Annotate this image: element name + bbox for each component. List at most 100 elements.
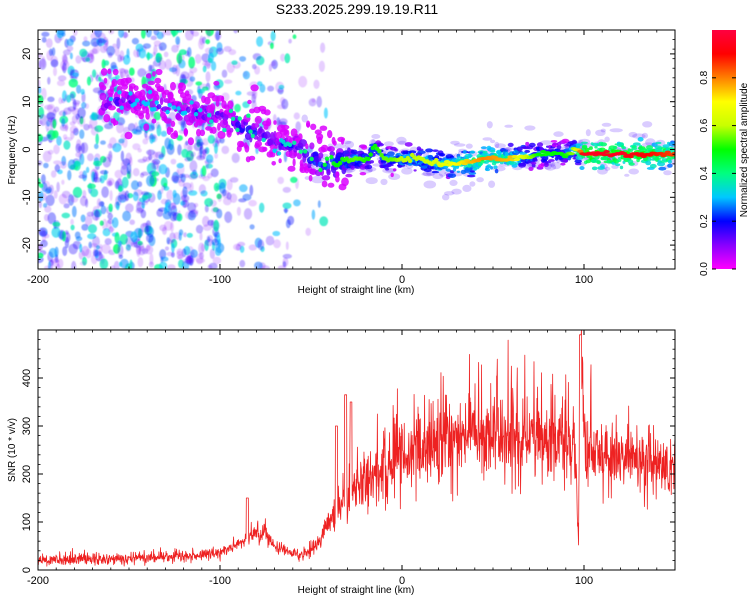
spectrogram-noise-blob (61, 118, 66, 127)
spectrogram-noise-blob (151, 171, 160, 177)
spectrogram-noise-blob (206, 235, 214, 242)
spectrogram-ridge-core-blob (324, 156, 330, 161)
spectrogram-ridge-blob (154, 77, 162, 84)
spectrogram-noise-blob (198, 174, 207, 179)
snr-line (38, 330, 675, 567)
spectrogram-ridge-blob (455, 165, 460, 169)
spectrogram-ridge-blob (170, 127, 174, 133)
spectrogram-ridge-blob (173, 130, 178, 138)
spectrogram-ridge-blob (473, 168, 477, 171)
spectrogram-noise-blob (98, 244, 103, 249)
spectrogram-ridge-blob (244, 144, 250, 153)
spectrogram-noise-blob (242, 193, 252, 201)
spectrogram-ridge-blob (138, 112, 145, 120)
spectrogram-noise-blob (204, 47, 214, 54)
chart-title: S233.2025.299.19.19.R11 (276, 1, 439, 17)
spectrogram-noise-blob (202, 215, 210, 227)
spectrogram-ridge-blob (503, 149, 508, 152)
spectrogram-ridge-blob (318, 152, 324, 159)
spectrogram-noise-blob (189, 160, 198, 172)
spectrogram-noise-blob (119, 68, 126, 79)
spectrogram-noise-blob (167, 264, 176, 269)
spectrogram-noise-blob (52, 130, 59, 139)
spectrogram-ridge-core-blob (228, 108, 234, 114)
spectrogram-noise-blob (52, 221, 61, 227)
spectrogram-ridge-blob (248, 155, 256, 161)
spectrogram-ridge-blob (594, 155, 600, 160)
spectrogram-noise-blob (217, 193, 222, 202)
spectrogram-ridge-blob (99, 92, 107, 101)
spectrogram-noise-blob (146, 51, 150, 61)
spectrogram-noise-blob (199, 35, 204, 46)
spectrogram-noise-blob (265, 235, 275, 246)
spectrogram-ridge-blob (656, 161, 666, 167)
spectrogram-noise-blob (75, 55, 82, 64)
spectrogram-ridge-blob (612, 145, 618, 150)
spectrogram-noise-blob (79, 261, 87, 266)
spectrogram-noise-blob (292, 34, 297, 39)
spectrogram-noise-blob (38, 252, 44, 259)
spectrogram-noise-blob (285, 241, 289, 250)
spectrogram-noise-blob (288, 38, 292, 44)
spectrogram-ridge-core-blob (248, 129, 253, 134)
spectrogram-noise-blob (132, 168, 140, 177)
spectrogram-noise-blob (160, 130, 167, 137)
colorbar-label: Normalized spectral amplitude (739, 82, 750, 217)
spectrogram-ridge-blob (192, 101, 200, 109)
colorbar-gradient (712, 30, 736, 269)
spectrogram-noise-blob (122, 210, 131, 222)
spectrogram-haze-blob (551, 161, 562, 170)
spectrogram-noise-blob (287, 215, 295, 226)
spectrogram-noise-blob (61, 190, 71, 199)
spectrogram-noise-blob (189, 182, 194, 193)
spectrogram-ridge-blob (387, 151, 395, 157)
spectrogram-noise-blob (186, 232, 193, 238)
spectrogram-ridge-blob (217, 130, 226, 139)
spectrogram-noise-blob (153, 111, 161, 121)
spectrogram-ridge-blob (561, 138, 570, 144)
spectrogram-noise-blob (38, 228, 46, 236)
spectrogram-ridge-blob (571, 140, 578, 145)
spectrogram-ridge-blob (588, 146, 593, 151)
spectrogram-noise-blob (319, 216, 329, 227)
spectrogram-noise-blob (226, 179, 233, 191)
spectrogram-noise-blob (125, 236, 134, 248)
spectrogram-haze-blob (494, 143, 506, 149)
spectrogram-ridge-blob (548, 159, 555, 162)
spectrogram-ridge-blob (298, 139, 308, 147)
spectrogram-ridge-blob (113, 120, 119, 126)
spectrogram-ridge-blob (178, 82, 186, 92)
snr-x-ticks: -200 -100 0 100 (27, 330, 676, 587)
spectrogram-noise-blob (103, 60, 110, 66)
spectrogram-noise-blob (50, 259, 54, 269)
spectrogram-noise-blob (252, 53, 262, 61)
spectrogram-noise-blob (104, 238, 112, 245)
spectrogram-noise-blob (121, 176, 129, 189)
spectrogram-ridge-core-blob (329, 154, 334, 160)
spectrogram-haze-blob (628, 131, 638, 138)
spectrogram-noise-blob (272, 230, 281, 237)
spectrogram-noise-blob (88, 241, 92, 249)
spectrogram-noise-blob (257, 81, 263, 87)
spectrogram-noise-blob (47, 76, 51, 85)
spectrogram-noise-blob (177, 144, 182, 156)
spectrogram-noise-blob (199, 252, 204, 260)
spectrogram-ridge-blob (658, 166, 667, 171)
spectrogram-haze-blob (601, 122, 612, 127)
spectrogram-ridge-blob (269, 151, 276, 158)
spectrogram-noise-blob (190, 151, 196, 157)
spectrogram-haze-blob (663, 170, 672, 176)
colorbar-tick-label: 0.2 (699, 214, 710, 228)
spectrogram-noise-blob (43, 162, 49, 169)
spectrogram-noise-blob (88, 224, 97, 234)
spectrogram-ridge-core-blob (309, 156, 314, 162)
spectrogram-noise-blob (268, 63, 273, 72)
spectrogram-noise-blob (79, 171, 84, 176)
spectrogram-ridge-core-blob (152, 107, 157, 112)
spectrogram-noise-blob (149, 64, 155, 72)
spectrogram-noise-blob (114, 232, 120, 244)
spectrogram-ridge-blob (469, 170, 475, 173)
spectrogram-noise-blob (228, 49, 237, 56)
spectrogram-ridge-blob (112, 68, 119, 76)
spectrogram-noise-blob (113, 260, 120, 269)
